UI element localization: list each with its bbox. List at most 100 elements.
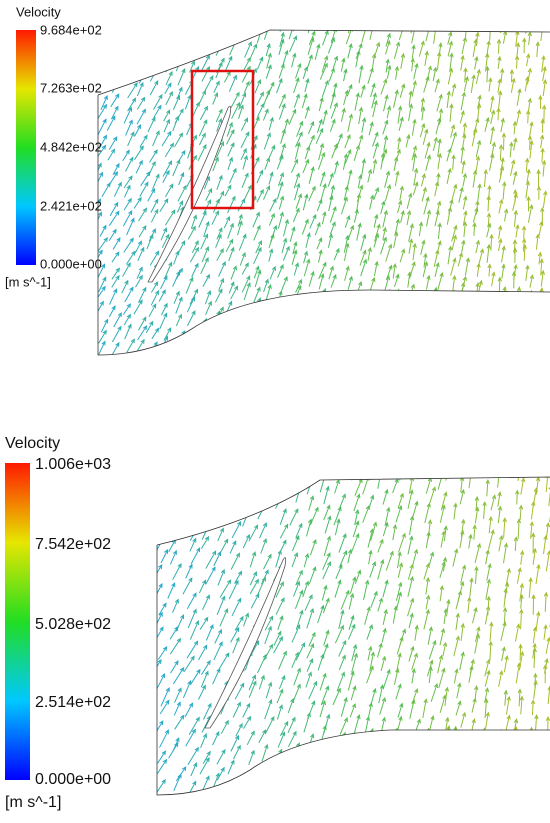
vector-arrow (275, 597, 285, 615)
vector-arrow (252, 30, 259, 31)
vector-arrow (411, 652, 418, 671)
vector-arrow (333, 506, 342, 526)
vector-arrow (262, 89, 271, 107)
vector-arrow (157, 611, 163, 627)
vector-arrow (318, 273, 325, 290)
vector-arrow (501, 314, 506, 331)
vector-arrow (333, 247, 340, 261)
vector-arrow (257, 336, 265, 353)
vector-arrow (316, 315, 323, 329)
vector-arrow (419, 122, 426, 138)
vector-arrow (309, 538, 317, 556)
vector-arrow (526, 195, 531, 212)
vector-arrow (277, 172, 284, 187)
vector-arrow (185, 276, 194, 294)
vector-arrow (123, 30, 133, 46)
vector-arrow (124, 323, 132, 340)
vector-arrow (456, 682, 462, 699)
vector-arrow (250, 765, 257, 781)
vector-arrow (516, 567, 522, 584)
vector-arrow (287, 697, 295, 714)
vector-arrow (502, 30, 508, 44)
vector-arrow (382, 521, 389, 537)
vector-arrow (485, 549, 490, 565)
vector-arrow (173, 773, 182, 791)
vector-arrow (291, 624, 301, 643)
vector-arrow (169, 527, 177, 542)
vector-arrow (514, 489, 520, 505)
vector-arrow (485, 478, 490, 497)
vector-arrow (317, 653, 325, 671)
vector-arrow (164, 142, 175, 158)
vector-arrow (213, 641, 223, 661)
vector-arrow (527, 134, 533, 151)
vector-arrow (365, 743, 374, 764)
vector-arrow (98, 340, 106, 355)
vector-arrow (233, 501, 244, 521)
vector-arrow (136, 81, 144, 97)
vector-arrow (220, 719, 229, 735)
vector-arrow (349, 743, 359, 763)
vector-arrow (543, 534, 548, 555)
vector-arrow (385, 288, 391, 303)
vector-arrow (323, 485, 330, 505)
vector-arrow (230, 552, 240, 570)
vector-arrow (438, 107, 444, 125)
vector-arrow (226, 121, 233, 137)
vector-arrow (320, 685, 330, 706)
vector-arrow (172, 159, 181, 177)
vector-arrow (512, 239, 518, 254)
vector-arrow (353, 144, 360, 162)
vector-arrow (411, 44, 416, 59)
vector-arrow (354, 569, 362, 584)
vector-arrow (501, 263, 506, 279)
vector-arrow (498, 534, 504, 552)
vector-arrow (308, 566, 317, 585)
vector-arrow (535, 343, 541, 355)
vector-arrow (451, 224, 458, 242)
vector-arrow (228, 281, 235, 294)
vector-arrow (138, 30, 146, 32)
vector-arrow (432, 30, 438, 31)
vector-arrow (459, 651, 465, 671)
vector-arrow (447, 31, 453, 45)
vector-arrow (330, 102, 338, 119)
vector-arrow (364, 715, 371, 734)
vector-arrow (307, 36, 315, 55)
vector-arrow (184, 30, 191, 41)
vector-arrow (409, 698, 416, 719)
vector-arrow (357, 297, 364, 315)
vector-arrow (498, 144, 504, 161)
vector-arrow (201, 659, 211, 675)
vector-arrow (148, 303, 157, 318)
vector-arrow (186, 592, 197, 610)
vector-arrow (512, 170, 518, 185)
vector-arrow (212, 310, 221, 328)
vector-arrow (445, 322, 450, 342)
vector-arrow (491, 271, 496, 287)
vector-arrow (249, 571, 257, 586)
vector-arrow (136, 266, 143, 280)
vector-arrow (205, 300, 212, 315)
vector-arrow (462, 122, 468, 138)
vector-arrow (434, 209, 440, 227)
vector-arrow (367, 168, 373, 183)
vector-arrow (398, 742, 404, 760)
vector-arrow (485, 65, 490, 83)
vector-arrow (519, 549, 525, 565)
vector-arrow (383, 740, 391, 758)
vector-arrow (243, 612, 249, 627)
vector-arrow (178, 171, 185, 186)
vector-arrow (380, 236, 387, 255)
vector-arrow (159, 729, 169, 748)
vector-arrow (503, 208, 509, 222)
vector-arrow (161, 233, 170, 248)
vector-arrow (215, 480, 224, 496)
vector-arrow (351, 643, 358, 662)
vector-arrow (432, 333, 439, 353)
domain-boundary (97, 95, 550, 356)
vector-arrow (411, 454, 415, 474)
vector-arrow (218, 277, 225, 291)
vector-arrow (218, 260, 226, 277)
vector-arrow (308, 733, 315, 748)
